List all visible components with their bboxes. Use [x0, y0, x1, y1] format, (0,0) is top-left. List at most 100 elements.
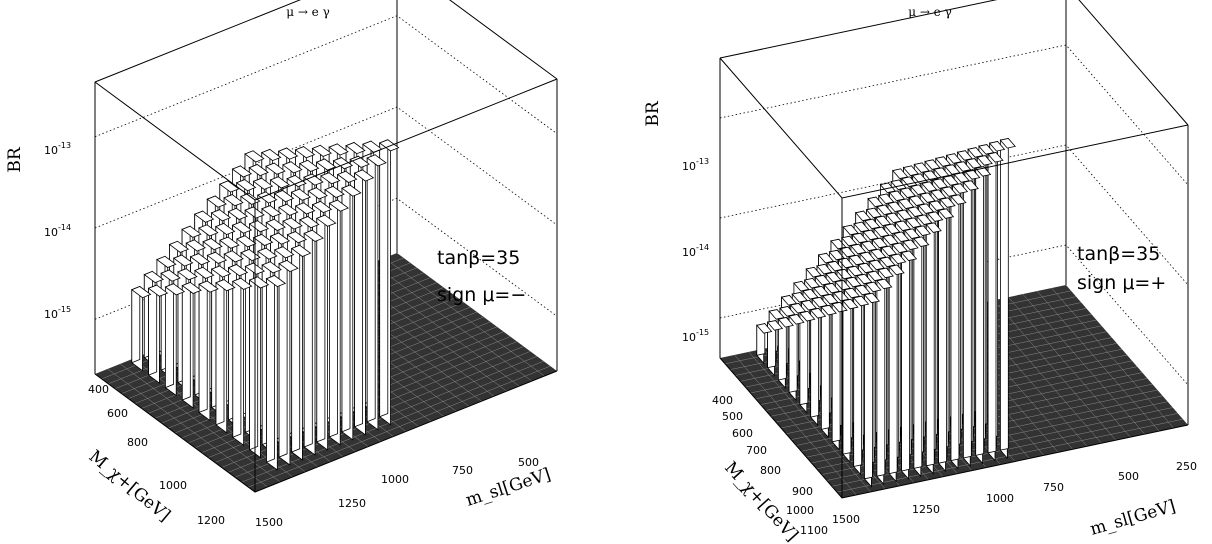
bar	[820, 304, 837, 439]
bar-top	[791, 292, 808, 303]
bar-top	[231, 221, 253, 234]
y-tick-label: 700	[746, 444, 767, 457]
bar-top	[884, 223, 901, 235]
bar-top	[925, 222, 942, 233]
bar-top	[901, 176, 918, 187]
bar-face	[198, 280, 208, 413]
bar-top	[294, 202, 316, 215]
bar-face	[810, 307, 819, 418]
bar-top	[878, 193, 895, 205]
bar-top	[789, 303, 807, 314]
y-tick-label: 1000	[159, 479, 187, 492]
y-tick-label: 500	[722, 410, 743, 423]
bar-top	[880, 245, 898, 257]
bar-top	[905, 217, 922, 228]
bar	[809, 307, 827, 427]
bar-top	[898, 198, 915, 209]
bar-top	[328, 143, 349, 156]
z-tick-label: 10-13	[682, 157, 709, 173]
bar-top	[890, 253, 907, 265]
bar-top	[290, 244, 312, 257]
x-tick-label: 1250	[912, 503, 940, 516]
bar-top	[887, 201, 904, 213]
bar	[181, 281, 202, 409]
bar-top	[839, 246, 856, 258]
bar-top	[303, 173, 324, 186]
bar	[831, 301, 848, 451]
bar-top	[850, 243, 867, 255]
bar-top	[865, 281, 882, 293]
bar-face	[987, 152, 997, 454]
x-tick-label: 500	[518, 456, 539, 469]
bar-top	[813, 285, 830, 297]
bar-top	[939, 197, 956, 208]
z-tick-label: 10-14	[682, 243, 709, 259]
annotation-sign-mu: sign μ=−	[437, 284, 526, 306]
annotation-sign-mu: sign μ=+	[1077, 272, 1166, 294]
bar-top	[802, 288, 819, 300]
bar-top	[928, 200, 946, 211]
bar-top	[865, 207, 883, 219]
bar-top	[967, 147, 984, 158]
floor-grid	[1022, 293, 1145, 435]
bar-top	[256, 191, 278, 204]
bar-top	[194, 266, 215, 279]
bar	[962, 180, 979, 467]
bar	[164, 283, 186, 397]
bar-face	[181, 281, 191, 401]
bar-top	[851, 232, 869, 244]
bar-top	[779, 306, 796, 317]
bar-top	[244, 150, 265, 163]
bar-top	[198, 224, 219, 237]
bar-top	[814, 274, 831, 286]
bar-top	[988, 141, 1006, 152]
bar-face	[278, 259, 288, 458]
bar-top	[976, 155, 993, 166]
bar	[756, 323, 773, 365]
bar-top	[215, 279, 236, 292]
bar-top	[315, 158, 337, 171]
bar-top	[841, 235, 858, 247]
bar-top	[854, 284, 871, 296]
bar-top	[834, 279, 851, 291]
bar-face	[842, 298, 852, 455]
bar-top	[780, 295, 798, 306]
bar-top	[164, 283, 186, 296]
bar-top	[231, 277, 253, 290]
bar-top	[286, 231, 308, 244]
bar-top	[206, 195, 227, 208]
bar-top	[944, 164, 961, 175]
bar-top	[856, 273, 873, 285]
bar-top	[788, 314, 805, 325]
bar-top	[811, 296, 828, 308]
bar-top	[231, 165, 253, 178]
y-tick-label: 400	[712, 394, 733, 407]
y-tick-label: 900	[792, 485, 813, 498]
bar-top	[846, 265, 864, 277]
bar-top	[210, 265, 232, 278]
bar	[353, 169, 375, 436]
bar-top	[845, 276, 862, 288]
grid-line	[719, 244, 1189, 386]
bar-face	[131, 285, 141, 364]
annotation-tanbeta: tanβ=35	[1077, 243, 1160, 265]
bar-top	[870, 248, 887, 260]
bar-top	[927, 211, 944, 222]
bar-top	[214, 222, 236, 236]
bar-face	[975, 166, 984, 456]
bar-top	[859, 251, 876, 263]
bar-top	[181, 281, 202, 294]
bar-top	[842, 224, 859, 236]
bar	[278, 259, 299, 466]
bar-top	[842, 298, 859, 310]
bar-top	[820, 304, 837, 316]
x-axis-label: m_sl[GeV]	[463, 465, 553, 511]
bar-top	[378, 139, 400, 152]
bar-top	[311, 144, 333, 157]
bar-top	[324, 185, 345, 198]
bar-top	[172, 254, 194, 267]
x-tick-label: 1250	[338, 497, 366, 510]
bar-top	[236, 235, 257, 248]
bar-top	[864, 218, 881, 230]
bar	[341, 184, 362, 441]
